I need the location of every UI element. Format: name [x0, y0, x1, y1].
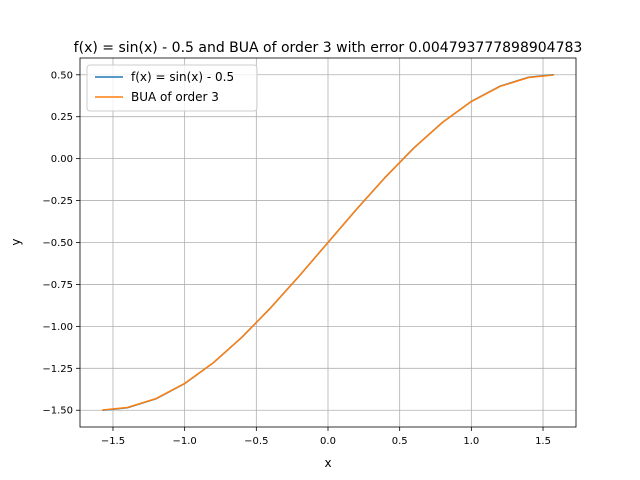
plot-lines	[102, 74, 554, 411]
series-line-1	[102, 74, 554, 411]
y-tick-label-4: −0.50	[42, 238, 73, 249]
x-tick-label-0: −1.5	[101, 436, 125, 447]
x-tick-label-5: 1.0	[463, 436, 479, 447]
legend: f(x) = sin(x) - 0.5 BUA of order 3	[86, 64, 258, 112]
y-tick-label-1: 0.25	[51, 112, 73, 123]
x-tick-label-2: −0.5	[244, 436, 268, 447]
x-tick-label-6: 1.5	[535, 436, 551, 447]
y-axis-ticks: 0.50 0.25 0.00 −0.25 −0.50 −0.75 −1.00 −1.25 −1.…	[42, 70, 80, 417]
legend-label-f: f(x) = sin(x) - 0.5	[131, 70, 234, 84]
legend-box	[86, 64, 258, 112]
legend-label-bua: BUA of order 3	[131, 90, 219, 104]
y-tick-label-5: −0.75	[42, 280, 73, 291]
chart-title: f(x) = sin(x) - 0.5 and BUA of order 3 w…	[74, 40, 583, 56]
y-tick-label-6: −1.00	[42, 322, 73, 333]
x-tick-label-4: 0.5	[392, 436, 408, 447]
y-tick-label-2: 0.00	[51, 154, 73, 165]
y-axis-label: y	[9, 238, 23, 245]
x-tick-label-3: 0.0	[320, 436, 336, 447]
y-tick-label-8: −1.50	[42, 406, 73, 417]
x-axis-label: x	[324, 456, 331, 470]
y-tick-label-7: −1.25	[42, 364, 73, 375]
y-tick-label-3: −0.25	[42, 196, 73, 207]
x-axis-ticks: −1.5 −1.0 −0.5 0.0 0.5 1.0 1.5	[101, 427, 551, 447]
y-tick-label-0: 0.50	[51, 70, 73, 81]
x-tick-label-1: −1.0	[172, 436, 196, 447]
